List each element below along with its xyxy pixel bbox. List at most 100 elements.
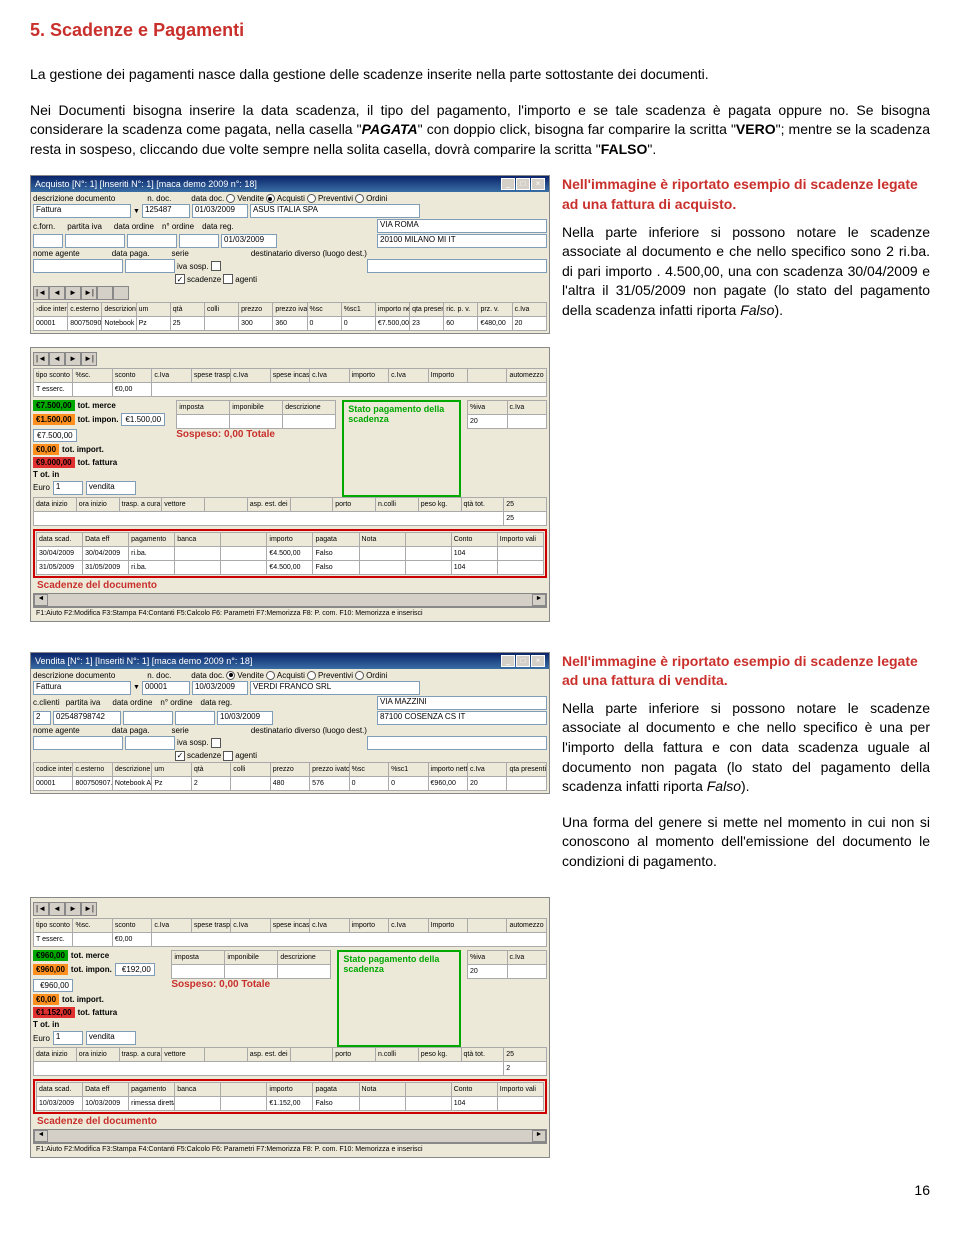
nav-last[interactable]: ►|	[81, 352, 97, 366]
t: ".	[647, 141, 656, 157]
cell	[359, 546, 405, 560]
cell	[405, 532, 451, 546]
i[interactable]	[33, 259, 123, 273]
i[interactable]	[125, 259, 175, 273]
cell: qtà	[170, 303, 204, 317]
radio-ordini[interactable]: Ordini	[355, 671, 387, 680]
radio-vendite[interactable]: Vendite	[226, 671, 264, 680]
status-bar: F1:Aiuto F2:Modifica F3:Stampa F4:Contan…	[33, 607, 547, 619]
i[interactable]	[179, 234, 219, 248]
cell: prz. v.	[478, 303, 512, 317]
cell: qtà tot.	[461, 497, 504, 511]
v: €0,00	[33, 994, 59, 1005]
data-reg-input[interactable]: 01/03/2009	[221, 234, 277, 248]
cell: %sc	[307, 303, 341, 317]
v: €960,00	[33, 979, 73, 992]
chk-agenti[interactable]	[223, 274, 233, 284]
chk-iva-sosp[interactable]	[211, 261, 221, 271]
n-doc-input[interactable]: 125487	[142, 204, 190, 218]
lbl: partita iva	[67, 222, 102, 231]
cell: Notebook Asus EEPC	[112, 776, 151, 790]
cell: um	[152, 762, 191, 776]
lbl: partita iva	[66, 698, 101, 707]
nav-first[interactable]: |◄	[33, 352, 49, 366]
nav-b1[interactable]	[97, 286, 113, 300]
i[interactable]	[123, 711, 173, 725]
chk[interactable]	[175, 751, 185, 761]
cell: importo	[349, 368, 388, 382]
scadenze-highlight-2: data scad.Data effpagamentobancaimportop…	[33, 1079, 547, 1114]
nav-prev[interactable]: ◄	[49, 352, 65, 366]
nav-next[interactable]: ►	[65, 352, 81, 366]
i[interactable]: 2	[33, 711, 51, 725]
nav-first[interactable]: |◄	[33, 902, 49, 916]
scroll-left[interactable]: ◄	[34, 1130, 48, 1142]
i[interactable]	[367, 736, 547, 750]
lbl: serie	[172, 726, 189, 735]
nav-next[interactable]: ►	[65, 902, 81, 916]
radio-acquisti[interactable]: Acquisti	[266, 671, 305, 680]
i[interactable]: 10/03/2009	[192, 681, 248, 695]
addr: VIA MAZZINI	[377, 696, 547, 710]
desc-doc-input[interactable]: Fattura	[33, 204, 131, 218]
cell: Importo	[428, 919, 467, 933]
scroll-right[interactable]: ►	[532, 1130, 546, 1142]
i[interactable]	[127, 234, 177, 248]
cell: descrizione	[102, 303, 136, 317]
data-doc-input[interactable]: 01/03/2009	[192, 204, 248, 218]
cell: 0	[389, 776, 428, 790]
nav-b2[interactable]	[113, 286, 129, 300]
radio-preventivi[interactable]: Preventivi	[307, 671, 353, 680]
nav-next[interactable]: ►	[65, 286, 81, 300]
maximize-icon[interactable]: □	[516, 655, 530, 667]
i[interactable]: vendita	[86, 481, 136, 495]
lbl: data paga.	[112, 249, 150, 258]
cell	[497, 1097, 543, 1111]
cell: c.esterno	[73, 762, 112, 776]
vendita-window-top: Vendita [N°: 1] [Inseriti N°: 1] [maca d…	[30, 652, 550, 794]
i[interactable]	[65, 234, 125, 248]
supplier-city: 20100 MILANO MI IT	[377, 234, 547, 248]
scroll-right[interactable]: ►	[532, 594, 546, 606]
chk[interactable]	[211, 738, 221, 748]
cell: porto	[333, 1048, 376, 1062]
cell: colli	[231, 762, 270, 776]
city: 87100 COSENZA CS IT	[377, 711, 547, 725]
minimize-icon[interactable]: _	[501, 655, 515, 667]
close-icon[interactable]: ×	[531, 655, 545, 667]
cell: colli	[204, 303, 238, 317]
lbl: agenti	[235, 275, 257, 284]
i[interactable]: Fattura	[33, 681, 131, 695]
i[interactable]: vendita	[86, 1031, 136, 1045]
scroll-left[interactable]: ◄	[34, 594, 48, 606]
i[interactable]: 00001	[142, 681, 190, 695]
nav-last[interactable]: ►|	[81, 286, 97, 300]
i[interactable]: 10/03/2009	[217, 711, 273, 725]
radio-preventivi[interactable]: Preventivi	[307, 194, 353, 203]
i[interactable]	[33, 234, 63, 248]
radio-acquisti[interactable]: Acquisti	[266, 194, 305, 203]
chk-scadenze[interactable]	[175, 274, 185, 284]
fig2-body2: Una forma del genere si mette nel moment…	[562, 813, 930, 872]
piva-input[interactable]: 02548798742	[53, 711, 121, 725]
close-icon[interactable]: ×	[531, 178, 545, 190]
maximize-icon[interactable]: □	[516, 178, 530, 190]
minimize-icon[interactable]: _	[501, 178, 515, 190]
customer-name[interactable]: VERDI FRANCO SRL	[250, 681, 420, 695]
chk[interactable]	[223, 751, 233, 761]
cell	[405, 1083, 451, 1097]
nav-prev[interactable]: ◄	[49, 286, 65, 300]
i[interactable]	[175, 711, 215, 725]
nav-prev[interactable]: ◄	[49, 902, 65, 916]
supplier-name[interactable]: ASUS ITALIA SPA	[250, 204, 420, 218]
radio-ordini[interactable]: Ordini	[355, 194, 387, 203]
fig1-caption: Nell'immagine è riportato esempio di sca…	[562, 175, 930, 214]
nav-first[interactable]: |◄	[33, 286, 49, 300]
nav-last[interactable]: ►|	[81, 902, 97, 916]
v: €960,00	[33, 964, 68, 975]
i[interactable]	[33, 736, 123, 750]
cell: importo	[267, 532, 313, 546]
i[interactable]	[125, 736, 175, 750]
i[interactable]	[367, 259, 547, 273]
radio-vendite[interactable]: Vendite	[226, 194, 264, 203]
